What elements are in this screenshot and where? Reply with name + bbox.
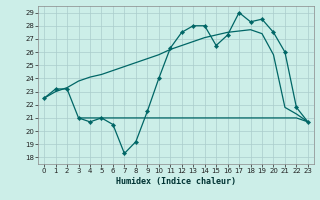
X-axis label: Humidex (Indice chaleur): Humidex (Indice chaleur): [116, 177, 236, 186]
